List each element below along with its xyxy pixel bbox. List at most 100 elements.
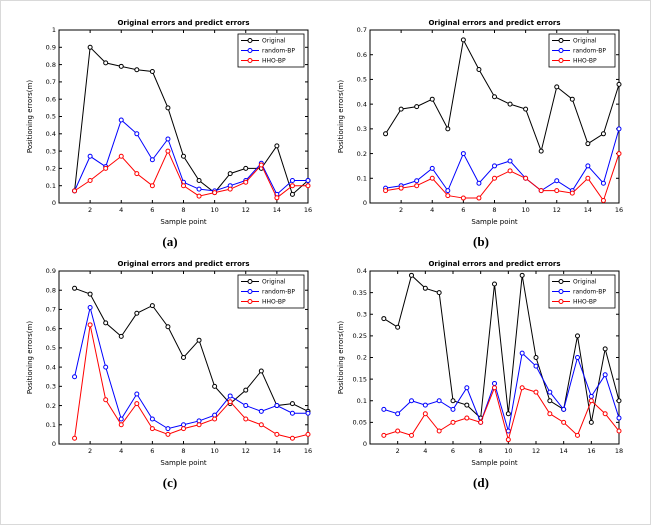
chart-title: Original errors and predict errors: [428, 260, 560, 268]
series-random-bp: [72, 305, 311, 432]
svg-text:6: 6: [150, 206, 154, 214]
chart-title: Original errors and predict errors: [428, 19, 560, 27]
svg-text:2: 2: [396, 447, 400, 455]
svg-text:0: 0: [52, 199, 56, 207]
x-axis-label: Sample point: [471, 459, 518, 467]
y-axis-label: Positioning errors(m): [337, 321, 345, 394]
svg-text:0.05: 0.05: [353, 419, 367, 427]
panel-a-label: (a): [162, 234, 178, 249]
svg-text:8: 8: [479, 447, 483, 455]
chart-a: 2 4 6 8 10 12 14 16 0 0.1 0.2 0.3 0.4 0.5 0.6 0.7 0.8 0.9…: [26, 19, 312, 226]
svg-text:16: 16: [615, 206, 623, 214]
svg-text:10: 10: [210, 206, 218, 214]
svg-text:16: 16: [304, 447, 312, 455]
svg-text:6: 6: [451, 447, 455, 455]
x-axis-label: Sample point: [160, 459, 207, 467]
legend: Original random-BP HHO-BP: [237, 274, 305, 309]
panel-d-label: (d): [473, 475, 489, 490]
svg-text:0.3: 0.3: [46, 383, 56, 391]
svg-text:0: 0: [52, 440, 56, 448]
svg-text:12: 12: [242, 206, 250, 214]
chart-d: 2 4 6 8 10 12 14 16 18 0 0.05 0.1 0.15 0.2 0.25 0.3 0.35…: [337, 260, 623, 467]
svg-text:14: 14: [584, 206, 592, 214]
series-hho-bp: [381, 385, 622, 443]
svg-text:4: 4: [119, 447, 123, 455]
panel-d: 2 4 6 8 10 12 14 16 18 0 0.05 0.1 0.15 0.2 0.25 0.3 0.35…: [333, 256, 629, 491]
series-hho-bp: [383, 151, 622, 204]
svg-text:0.4: 0.4: [46, 363, 56, 371]
chart-title: Original errors and predict errors: [117, 19, 249, 27]
chart-title: Original errors and predict errors: [117, 260, 249, 268]
y-axis-label: Positioning errors(m): [26, 80, 34, 153]
series-hho-bp: [72, 322, 311, 441]
svg-text:random-BP: random-BP: [573, 289, 606, 296]
panel-b: 2 4 6 8 10 12 14 16 0 0.1 0.2 0.3 0.4 0.5 0.6 0.7 Origin…: [333, 15, 629, 250]
x-axis: 2 4 6 8 10 12 14 16 18: [396, 271, 623, 455]
svg-text:0.3: 0.3: [357, 125, 367, 133]
svg-text:16: 16: [587, 447, 595, 455]
svg-text:0.2: 0.2: [357, 354, 367, 362]
svg-text:0.7: 0.7: [46, 306, 56, 314]
svg-text:0.3: 0.3: [357, 310, 367, 318]
series-hho-bp: [72, 148, 311, 201]
svg-text:Original: Original: [262, 38, 286, 45]
svg-text:0.9: 0.9: [46, 44, 56, 52]
svg-text:0.5: 0.5: [46, 113, 56, 121]
svg-text:14: 14: [273, 206, 281, 214]
legend: Original random-BP HHO-BP: [548, 33, 616, 68]
series-random-bp: [72, 117, 311, 197]
svg-text:14: 14: [273, 447, 281, 455]
svg-text:0.1: 0.1: [357, 174, 367, 182]
svg-text:1: 1: [52, 26, 56, 34]
svg-text:2: 2: [88, 206, 92, 214]
svg-text:0.6: 0.6: [357, 51, 367, 59]
svg-text:4: 4: [423, 447, 427, 455]
svg-text:12: 12: [553, 206, 561, 214]
svg-text:0.1: 0.1: [46, 421, 56, 429]
svg-text:2: 2: [399, 206, 403, 214]
svg-text:0.9: 0.9: [46, 267, 56, 275]
svg-text:0.4: 0.4: [357, 100, 367, 108]
x-axis: 2 4 6 8 10 12 14 16: [88, 30, 312, 214]
svg-text:14: 14: [560, 447, 568, 455]
panel-c: 2 4 6 8 10 12 14 16 0 0.1 0.2 0.3 0.4 0.5 0.6 0.7 0.8 0.9…: [22, 256, 318, 491]
svg-text:0.35: 0.35: [353, 289, 367, 297]
panel-c-label: (c): [162, 475, 178, 490]
svg-text:0.5: 0.5: [46, 344, 56, 352]
svg-text:random-BP: random-BP: [573, 48, 606, 55]
svg-text:0.7: 0.7: [357, 26, 367, 34]
svg-text:12: 12: [242, 447, 250, 455]
svg-text:0.1: 0.1: [357, 397, 367, 405]
legend: Original random-BP HHO-BP: [548, 274, 616, 309]
svg-text:0.3: 0.3: [46, 147, 56, 155]
svg-text:0.2: 0.2: [46, 165, 56, 173]
x-axis-label: Sample point: [160, 218, 207, 226]
svg-text:10: 10: [521, 206, 529, 214]
svg-text:4: 4: [430, 206, 434, 214]
svg-text:Original: Original: [573, 279, 597, 286]
svg-text:0.7: 0.7: [46, 78, 56, 86]
y-axis: 0 0.05 0.1 0.15 0.2 0.25 0.3 0.35 0.4: [353, 267, 619, 448]
svg-text:10: 10: [210, 447, 218, 455]
x-axis: 2 4 6 8 10 12 14 16: [88, 271, 312, 455]
y-axis-label: Positioning errors(m): [337, 80, 345, 153]
svg-text:8: 8: [181, 206, 185, 214]
svg-text:8: 8: [181, 447, 185, 455]
svg-text:12: 12: [532, 447, 540, 455]
svg-text:0.2: 0.2: [46, 402, 56, 410]
series-original: [72, 285, 311, 414]
svg-text:Original: Original: [262, 279, 286, 286]
svg-text:18: 18: [615, 447, 623, 455]
chart-c: 2 4 6 8 10 12 14 16 0 0.1 0.2 0.3 0.4 0.5 0.6 0.7 0.8 0.9…: [26, 260, 312, 467]
svg-text:Original: Original: [573, 38, 597, 45]
svg-text:HHO-BP: HHO-BP: [573, 299, 597, 306]
svg-text:4: 4: [119, 206, 123, 214]
svg-text:0.8: 0.8: [46, 286, 56, 294]
svg-text:HHO-BP: HHO-BP: [573, 58, 597, 65]
y-axis: 0 0.1 0.2 0.3 0.4 0.5 0.6 0.7 0.8 0.9: [46, 267, 308, 448]
svg-text:HHO-BP: HHO-BP: [262, 58, 286, 65]
svg-text:HHO-BP: HHO-BP: [262, 299, 286, 306]
svg-text:6: 6: [150, 447, 154, 455]
svg-text:random-BP: random-BP: [262, 289, 295, 296]
svg-text:0: 0: [363, 440, 367, 448]
